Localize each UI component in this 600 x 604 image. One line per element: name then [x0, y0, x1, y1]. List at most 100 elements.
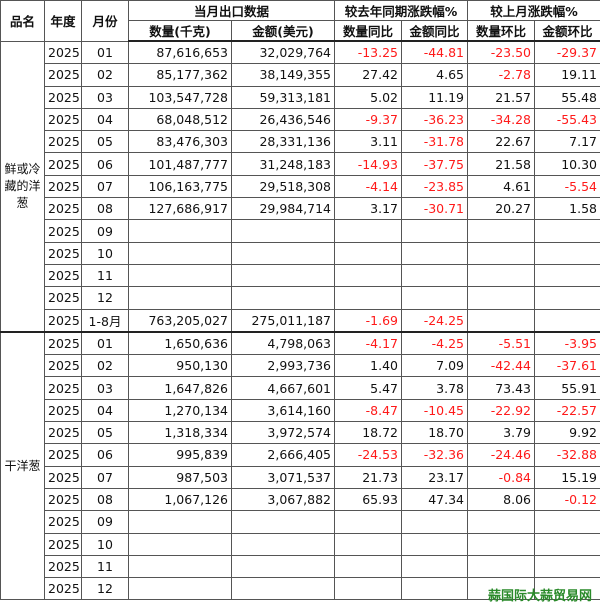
cell-amount-mom: -55.43 — [535, 108, 600, 130]
cell-amount-mom: 55.48 — [535, 86, 600, 108]
cell-qty-mom — [468, 511, 535, 533]
cell-amount — [232, 578, 335, 600]
cell-amount-mom: 9.92 — [535, 422, 600, 444]
cell-month: 03 — [82, 377, 129, 399]
cell-amount: 38,149,355 — [232, 64, 335, 86]
header-product: 品名 — [1, 1, 45, 42]
cell-qty: 103,547,728 — [129, 86, 232, 108]
cell-qty-mom: -2.78 — [468, 64, 535, 86]
cell-amount-yoy: 47.34 — [402, 488, 468, 510]
product-name: 干洋葱 — [1, 332, 45, 600]
cell-amount: 31,248,183 — [232, 153, 335, 175]
cell-amount-mom — [535, 287, 600, 309]
cell-qty-yoy: 3.17 — [335, 198, 402, 220]
cell-amount: 3,614,160 — [232, 399, 335, 421]
cell-qty-yoy — [335, 287, 402, 309]
header-current-month: 当月出口数据 — [129, 1, 335, 21]
cell-qty-mom: -0.84 — [468, 466, 535, 488]
cell-amount-yoy: 18.70 — [402, 422, 468, 444]
cell-qty: 950,130 — [129, 355, 232, 377]
cell-qty-mom: -23.50 — [468, 41, 535, 64]
cell-qty: 101,487,777 — [129, 153, 232, 175]
cell-amount: 2,666,405 — [232, 444, 335, 466]
cell-year: 2025 — [45, 533, 82, 555]
cell-year: 2025 — [45, 511, 82, 533]
cell-year: 2025 — [45, 578, 82, 600]
cell-amount-mom — [535, 220, 600, 242]
cell-amount: 2,993,736 — [232, 355, 335, 377]
cell-amount-mom: -3.95 — [535, 332, 600, 355]
cell-amount: 275,011,187 — [232, 309, 335, 332]
cell-month: 10 — [82, 533, 129, 555]
cell-qty: 987,503 — [129, 466, 232, 488]
cell-amount — [232, 242, 335, 264]
cell-qty-mom — [468, 287, 535, 309]
cell-qty-mom — [468, 242, 535, 264]
cell-amount-yoy — [402, 264, 468, 286]
cell-amount-mom: 19.11 — [535, 64, 600, 86]
cell-qty-yoy — [335, 555, 402, 577]
cell-qty-mom: 22.67 — [468, 131, 535, 153]
cell-qty-mom: 21.58 — [468, 153, 535, 175]
cell-month: 09 — [82, 220, 129, 242]
cell-qty: 1,650,636 — [129, 332, 232, 355]
cell-qty — [129, 287, 232, 309]
cell-year: 2025 — [45, 220, 82, 242]
cell-month: 09 — [82, 511, 129, 533]
cell-amount-yoy: 4.65 — [402, 64, 468, 86]
cell-amount-mom — [535, 309, 600, 332]
cell-month: 12 — [82, 578, 129, 600]
cell-year: 2025 — [45, 555, 82, 577]
cell-qty-mom: -42.44 — [468, 355, 535, 377]
cell-month: 08 — [82, 488, 129, 510]
cell-qty — [129, 511, 232, 533]
cell-qty — [129, 555, 232, 577]
cell-amount-yoy — [402, 242, 468, 264]
cell-year: 2025 — [45, 332, 82, 355]
cell-month: 11 — [82, 555, 129, 577]
cell-amount-yoy: -23.85 — [402, 175, 468, 197]
cell-month: 07 — [82, 466, 129, 488]
cell-qty-yoy — [335, 220, 402, 242]
cell-qty-yoy: -24.53 — [335, 444, 402, 466]
cell-amount: 4,667,601 — [232, 377, 335, 399]
cell-month: 11 — [82, 264, 129, 286]
cell-amount: 3,071,537 — [232, 466, 335, 488]
cell-amount-mom — [535, 264, 600, 286]
cell-amount — [232, 533, 335, 555]
cell-amount: 29,984,714 — [232, 198, 335, 220]
cell-qty-mom: -24.46 — [468, 444, 535, 466]
cell-qty-yoy — [335, 511, 402, 533]
cell-amount-mom: -29.37 — [535, 41, 600, 64]
cell-qty-yoy: 5.47 — [335, 377, 402, 399]
cell-qty-yoy: -9.37 — [335, 108, 402, 130]
cell-year: 2025 — [45, 131, 82, 153]
cell-year: 2025 — [45, 41, 82, 64]
header-qty-yoy: 数量同比 — [335, 21, 402, 42]
cell-amount-yoy: -37.75 — [402, 153, 468, 175]
cell-year: 2025 — [45, 466, 82, 488]
cell-amount-mom: -0.12 — [535, 488, 600, 510]
product-name: 鲜或冷藏的洋葱 — [1, 41, 45, 332]
cell-qty — [129, 242, 232, 264]
cell-year: 2025 — [45, 355, 82, 377]
header-year: 年度 — [45, 1, 82, 42]
cell-year: 2025 — [45, 242, 82, 264]
cell-qty-yoy: 3.11 — [335, 131, 402, 153]
cell-year: 2025 — [45, 488, 82, 510]
cell-month: 01 — [82, 332, 129, 355]
cell-qty-mom: 73.43 — [468, 377, 535, 399]
header-yoy: 较去年同期涨跌幅% — [335, 1, 468, 21]
cell-amount: 4,798,063 — [232, 332, 335, 355]
cell-qty-mom: 3.79 — [468, 422, 535, 444]
cell-amount-yoy: -36.23 — [402, 108, 468, 130]
cell-qty: 87,616,653 — [129, 41, 232, 64]
